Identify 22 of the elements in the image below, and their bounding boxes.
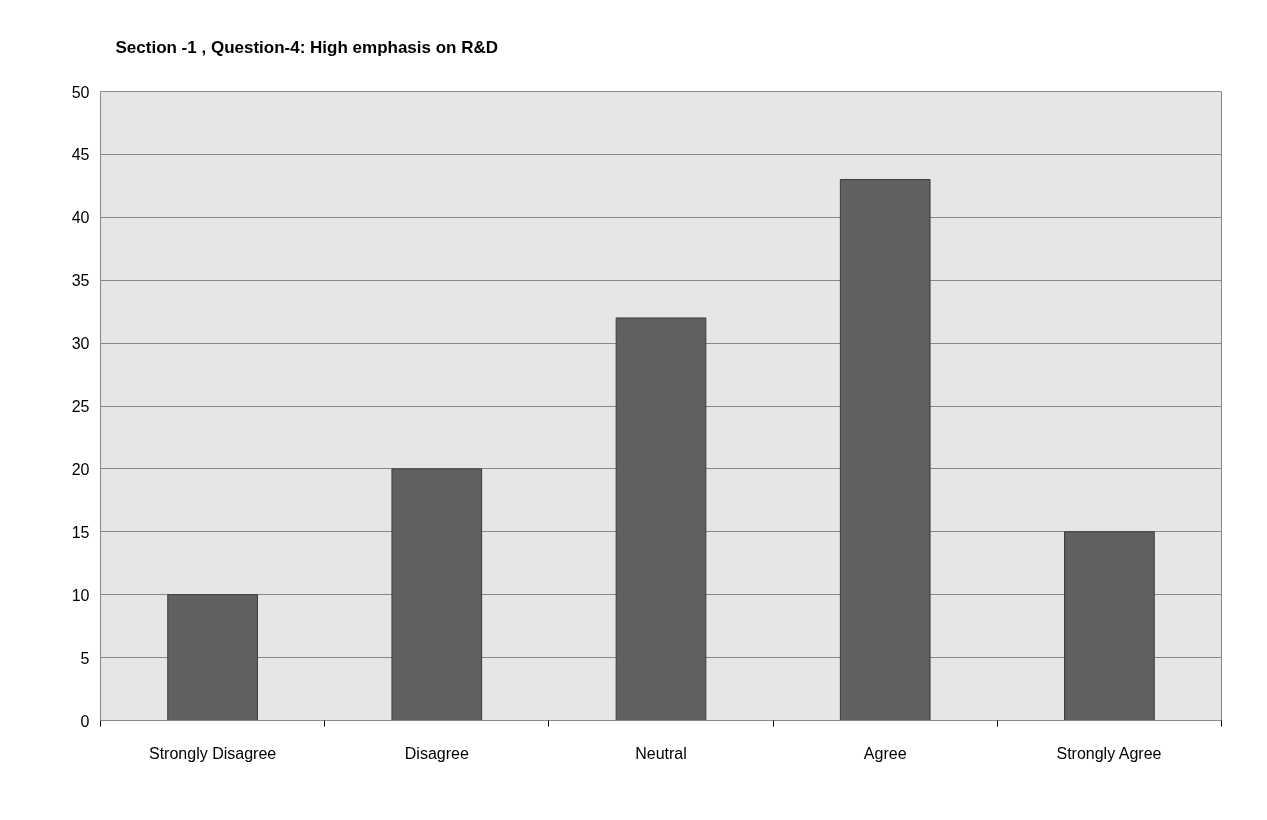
bar <box>391 468 483 721</box>
y-tick-label: 0 <box>80 712 90 730</box>
bar <box>615 317 707 721</box>
y-tick-label: 10 <box>71 586 90 604</box>
x-tick-label: Neutral <box>635 744 687 762</box>
chart-title: Section -1 , Question-4: High emphasis on R&D <box>115 37 499 57</box>
bar <box>1064 531 1155 721</box>
y-tick-label: 45 <box>71 146 90 164</box>
y-tick-label: 15 <box>71 523 90 541</box>
x-tick-label: Agree <box>863 744 907 762</box>
bar <box>839 179 931 721</box>
bar <box>167 594 258 721</box>
y-tick-label: 35 <box>71 272 90 290</box>
x-tick-label: Disagree <box>404 744 469 762</box>
y-tick-label: 25 <box>71 398 90 415</box>
y-tick-label: 50 <box>71 83 90 101</box>
x-tick-label: Strongly Disagree <box>149 744 277 762</box>
x-tick-label: Strongly Agree <box>1056 744 1162 762</box>
y-tick-label: 40 <box>71 209 90 227</box>
y-tick-label: 5 <box>80 649 90 667</box>
y-tick-label: 20 <box>71 460 90 478</box>
y-tick-label: 30 <box>71 335 90 353</box>
